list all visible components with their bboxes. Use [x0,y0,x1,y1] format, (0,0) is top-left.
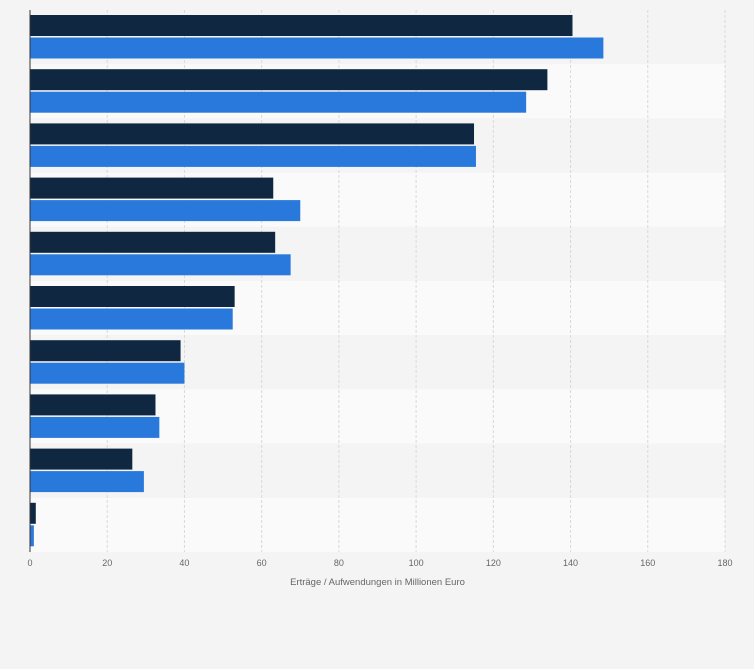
x-tick-label: 140 [563,558,578,568]
x-tick-label: 40 [179,558,189,568]
x-tick-label: 0 [27,558,32,568]
x-tick-label: 180 [717,558,732,568]
bar-series-1 [30,123,475,145]
bar-series-2 [30,525,34,547]
bar-series-2 [30,91,527,113]
x-tick-label: 60 [257,558,267,568]
x-tick-label: 80 [334,558,344,568]
bar-series-1 [30,502,36,524]
bar-series-1 [30,69,548,91]
x-axis-ticks: 0 20 40 60 80 100 120 140 160 180 [27,558,732,568]
x-tick-label: 100 [409,558,424,568]
x-axis-label: Erträge / Aufwendungen in Millionen Euro [290,577,465,588]
x-tick-label: 20 [102,558,112,568]
bar-series-1 [30,394,156,416]
bar-series-1 [30,231,276,253]
bar-series-2 [30,145,476,167]
bar-series-2 [30,362,185,384]
bar-series-1 [30,177,274,199]
x-tick-label: 160 [640,558,655,568]
bar-series-2 [30,471,144,493]
bar-series-2 [30,37,604,59]
bar-series-1 [30,286,235,307]
bar-series-1 [30,448,133,470]
bar-series-1 [30,340,181,362]
row-band [30,497,725,552]
row-bands [30,10,725,552]
bars [30,15,604,547]
bar-series-2 [30,200,301,222]
x-tick-label: 120 [486,558,501,568]
bar-series-2 [30,308,233,330]
bar-series-1 [30,15,573,36]
row-band [30,443,725,498]
bar-series-2 [30,254,291,276]
bar-series-2 [30,416,160,438]
